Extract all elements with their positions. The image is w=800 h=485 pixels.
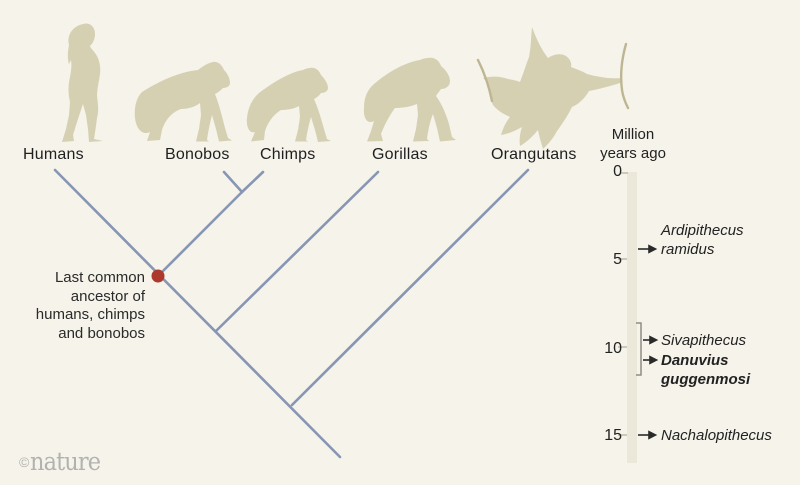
timeline-bar — [627, 172, 637, 463]
fossil-ardipithecus-line2: ramidus — [661, 241, 715, 258]
ancestor-node-dot — [151, 269, 165, 283]
chimp-silhouette — [246, 67, 331, 142]
taxon-label-orangutans: Orangutans — [491, 146, 577, 163]
branch-right — [620, 42, 630, 110]
lineage-orangutan-line — [290, 168, 530, 407]
bonobo-silhouette — [134, 61, 232, 142]
timeline-tick-marks — [618, 172, 628, 436]
fossil-label-ardipithecus-ramidus: Ardipithecus ramidus — [661, 221, 791, 259]
ancestor-annotation-line1: Last common — [54, 269, 145, 286]
ancestor-annotation: Last common ancestor of humans, chimps a… — [15, 269, 145, 343]
nature-logo: © nature — [19, 447, 108, 476]
branch-left — [476, 58, 494, 103]
orangutan-silhouette — [483, 27, 623, 149]
ancestor-annotation-line2: ancestor of — [70, 287, 145, 305]
fossil-label-sivapithecus: Sivapithecus — [661, 332, 747, 349]
ancestor-annotation-line4: and bonobos — [58, 324, 145, 342]
tick-label-5: 5 — [613, 251, 622, 268]
fossil-danuvius-line1: Danuvius — [661, 352, 729, 369]
tick-label-15: 15 — [604, 427, 622, 444]
fossil-label-danuvius-guggenmosi: Danuvius guggenmosi — [661, 351, 791, 389]
lineage-gorilla-line — [214, 170, 380, 333]
arrowhead-sivapithecus — [649, 335, 659, 345]
fossil-range-bracket — [636, 322, 642, 376]
taxon-label-humans: Humans — [23, 146, 84, 163]
lineage-chimp-line — [240, 170, 265, 194]
fossil-ardipithecus-line1: Ardipithecus — [661, 222, 744, 239]
fossil-label-nachalopithecus: Nachalopithecus — [661, 427, 772, 444]
gorilla-silhouette — [363, 57, 456, 142]
nature-logo-text: nature — [30, 447, 101, 476]
cladogram-lines — [53, 168, 530, 459]
copyright-icon: © — [19, 453, 30, 470]
fossil-arrows — [638, 244, 659, 440]
taxon-label-bonobos: Bonobos — [165, 146, 230, 163]
timeline-axis-title-line1: Million — [611, 126, 655, 143]
lineage-bonobo-chimp-clade-line — [156, 190, 244, 278]
human-silhouette — [62, 23, 103, 143]
arrowhead-danuvius — [649, 355, 659, 365]
fossil-danuvius-line2: guggenmosi — [661, 371, 751, 388]
ancestor-annotation-line3: humans, chimps — [35, 306, 145, 323]
timeline-axis-title: Million years ago — [585, 125, 681, 163]
arrowhead-nachalopithecus — [648, 430, 658, 440]
tick-label-10: 10 — [604, 340, 622, 357]
taxon-label-chimps: Chimps — [260, 146, 316, 163]
silhouettes — [62, 23, 630, 149]
taxon-label-gorillas: Gorillas — [372, 146, 428, 163]
arrowhead-ardipithecus — [648, 244, 658, 254]
lineage-bonobo-line — [222, 170, 244, 194]
lineage-main-line — [53, 168, 342, 459]
tick-label-0: 0 — [613, 163, 622, 180]
timeline-axis-title-line2: years ago — [600, 145, 666, 162]
